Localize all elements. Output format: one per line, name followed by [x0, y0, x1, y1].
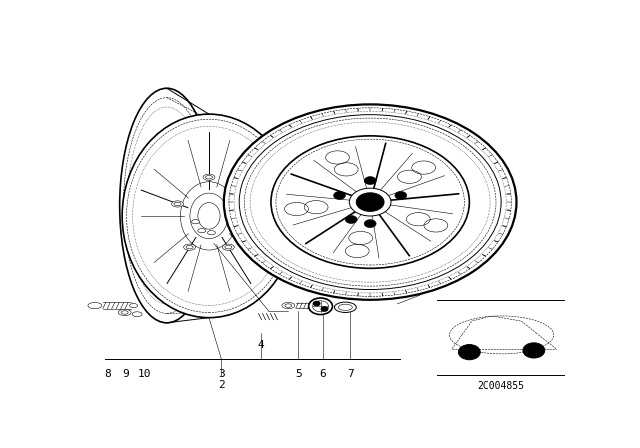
Text: 9: 9 — [122, 370, 129, 379]
Ellipse shape — [345, 215, 357, 224]
Ellipse shape — [234, 201, 246, 207]
Ellipse shape — [271, 136, 469, 268]
Circle shape — [523, 343, 545, 358]
Ellipse shape — [132, 312, 142, 317]
Ellipse shape — [122, 114, 296, 318]
Circle shape — [308, 298, 332, 314]
Circle shape — [458, 345, 480, 360]
Text: 2C004855: 2C004855 — [477, 382, 524, 392]
Ellipse shape — [118, 310, 131, 315]
Ellipse shape — [203, 174, 215, 181]
Text: 5: 5 — [295, 370, 301, 379]
Ellipse shape — [198, 228, 206, 233]
Ellipse shape — [191, 220, 200, 224]
Ellipse shape — [395, 191, 407, 199]
Ellipse shape — [333, 191, 346, 199]
Text: 6: 6 — [319, 370, 326, 379]
Ellipse shape — [364, 177, 376, 185]
Text: 3: 3 — [218, 370, 225, 379]
Ellipse shape — [224, 104, 516, 300]
Ellipse shape — [129, 303, 138, 308]
Text: 10: 10 — [138, 370, 151, 379]
Ellipse shape — [184, 244, 196, 250]
Ellipse shape — [321, 306, 328, 312]
Ellipse shape — [282, 302, 295, 309]
Ellipse shape — [349, 188, 391, 216]
Text: 4: 4 — [258, 340, 264, 350]
Ellipse shape — [335, 302, 356, 313]
Ellipse shape — [88, 302, 102, 309]
Text: 1: 1 — [434, 257, 440, 267]
Ellipse shape — [222, 244, 234, 250]
Ellipse shape — [356, 193, 384, 211]
Text: 8: 8 — [104, 370, 111, 379]
Ellipse shape — [120, 88, 214, 323]
Ellipse shape — [207, 231, 216, 235]
Ellipse shape — [312, 301, 321, 306]
Ellipse shape — [172, 201, 184, 207]
Text: 2: 2 — [218, 380, 225, 390]
Ellipse shape — [364, 220, 376, 228]
Text: 7: 7 — [347, 370, 354, 379]
